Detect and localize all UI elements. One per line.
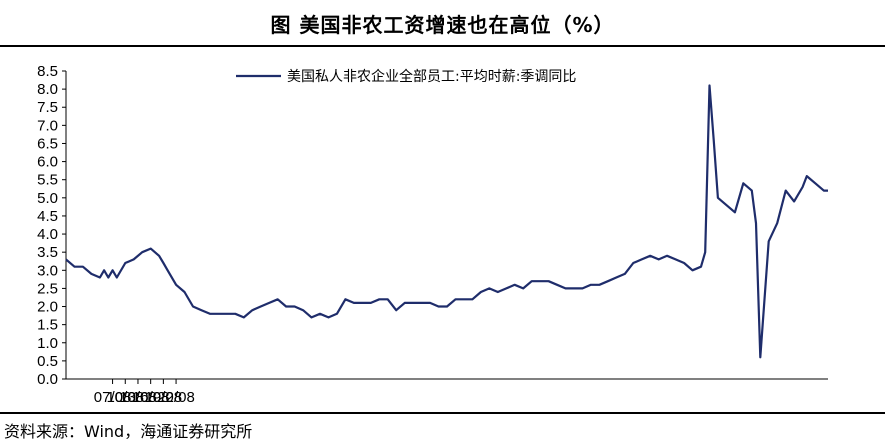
chart-title: 图 美国非农工资增速也在高位（%）	[270, 13, 615, 37]
y-tick-label: 1.5	[37, 317, 58, 334]
x-tick-label: 19/08	[145, 389, 183, 406]
line-chart: 0.00.51.01.52.0 2.53.03.54.04.55.05.56.0 6…	[37, 63, 828, 406]
y-tick-label: 6.5	[37, 135, 58, 152]
y-tick-label: 6.0	[37, 154, 58, 171]
x-tick-label: 16/08	[132, 389, 170, 406]
top-rule	[0, 45, 885, 47]
y-tick-label: 2.0	[37, 299, 58, 316]
y-tick-label: 4.0	[37, 226, 58, 243]
y-tick-label: 4.5	[37, 208, 58, 225]
y-tick-label: 7.0	[37, 117, 58, 134]
legend-label: 美国私人非农企业全部员工:平均时薪:季调同比	[287, 68, 576, 85]
legend: 美国私人非农企业全部员工:平均时薪:季调同比	[236, 68, 576, 85]
x-tick-label: 22/08	[157, 389, 195, 406]
y-tick-label: 3.0	[37, 262, 58, 279]
y-tick-label: 8.5	[37, 63, 58, 80]
x-tick-label: 07/08	[94, 389, 132, 406]
y-tick-label: 5.0	[37, 190, 58, 207]
y-tick-label: 5.5	[37, 172, 58, 189]
y-tick-label: 0.5	[37, 353, 58, 370]
x-tick-label: 13/08	[119, 389, 157, 406]
source-note: 资料来源：Wind，海通证券研究所	[4, 422, 253, 441]
title-bar: 图 美国非农工资增速也在高位（%）	[0, 0, 885, 44]
series-group	[65, 84, 828, 359]
x-tick-label: 10/08	[106, 389, 144, 406]
series-line	[65, 84, 828, 359]
bottom-rule	[0, 412, 885, 414]
y-tick-label: 3.5	[37, 244, 58, 261]
y-tick-label: 0.0	[37, 371, 58, 388]
y-axis: 0.00.51.01.52.0 2.53.03.54.04.55.05.56.0 6…	[37, 63, 67, 388]
y-tick-label: 1.0	[37, 335, 58, 352]
y-tick-label: 7.5	[37, 99, 58, 116]
y-tick-label: 8.0	[37, 81, 58, 98]
y-tick-label: 2.5	[37, 280, 58, 297]
